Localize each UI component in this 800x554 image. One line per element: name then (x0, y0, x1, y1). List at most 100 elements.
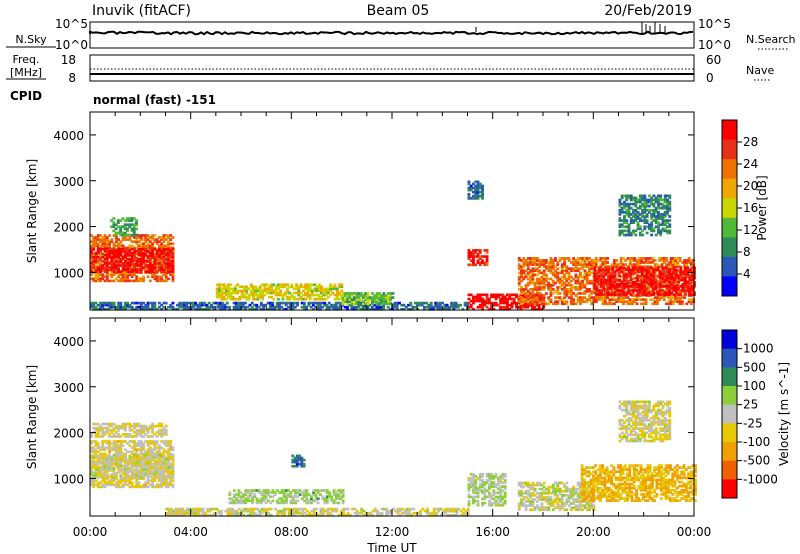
range-gate-cell (545, 275, 548, 279)
range-gate-cell (689, 302, 693, 306)
range-gate-cell (467, 293, 471, 297)
range-gate-cell (380, 302, 384, 306)
range-gate-cell (524, 263, 528, 266)
range-gate-cell (352, 305, 356, 309)
range-gate-cell (604, 289, 608, 292)
range-gate-cell (635, 259, 639, 262)
range-gate-cell (618, 285, 622, 288)
range-gate-cell (680, 302, 684, 306)
range-gate-cell (474, 249, 478, 252)
range-gate-cell (214, 301, 218, 305)
range-gate-cell (142, 476, 145, 480)
range-gate-cell (171, 242, 175, 246)
range-gate-cell (99, 452, 102, 456)
range-gate-cell (606, 282, 610, 286)
range-gate-cell (666, 204, 669, 208)
range-gate-cell (112, 270, 116, 274)
range-gate-cell (469, 263, 473, 267)
range-gate-cell (258, 285, 262, 289)
range-gate-cell (169, 234, 173, 237)
range-gate-cell (114, 457, 118, 461)
range-gate-cell (105, 238, 109, 241)
range-gate-cell (641, 196, 645, 200)
range-gate-cell (155, 453, 159, 457)
range-gate-cell (627, 206, 631, 210)
range-gate-cell (265, 291, 269, 295)
range-gate-cell (418, 303, 422, 307)
range-gate-cell (474, 186, 478, 190)
range-gate-cell (132, 229, 136, 233)
range-gate-cell (633, 294, 637, 297)
range-gate-cell (99, 454, 102, 458)
range-gate-cell (101, 252, 105, 256)
range-gate-cell (92, 242, 96, 246)
range-gate-cell (531, 259, 535, 262)
range-gate-cell (377, 307, 381, 311)
range-gate-cell (657, 206, 660, 210)
range-gate-cell (560, 265, 564, 268)
range-gate-cell (110, 301, 114, 305)
range-gate-cell (183, 511, 187, 515)
range-gate-cell (144, 457, 148, 461)
range-gate-cell (151, 450, 155, 454)
range-gate-cell (357, 294, 361, 297)
range-gate-cell (517, 257, 521, 260)
range-gate-cell (162, 461, 166, 465)
range-gate-cell (522, 290, 526, 293)
range-gate-cell (110, 249, 114, 253)
range-gate-cell (672, 268, 676, 272)
range-gate-cell (670, 291, 674, 294)
range-gate-cell (103, 270, 107, 274)
range-gate-cell (666, 213, 669, 216)
range-gate-cell (103, 234, 107, 237)
range-gate-cell (661, 198, 665, 202)
range-gate-cell (556, 277, 560, 281)
range-gate-cell (130, 485, 134, 489)
range-gate-cell (99, 307, 102, 311)
range-gate-cell (645, 268, 649, 272)
range-gate-cell (637, 298, 641, 301)
range-gate-cell (110, 266, 114, 269)
range-gate-cell (542, 283, 546, 287)
range-gate-cell (169, 457, 173, 461)
range-gate-cell (105, 483, 109, 487)
range-gate-cell (645, 225, 649, 229)
range-gate-cell (151, 264, 155, 267)
range-gate-cell (361, 305, 365, 309)
range-gate-cell (172, 513, 176, 517)
range-gate-cell (167, 260, 170, 263)
range-gate-cell (638, 204, 642, 208)
range-gate-cell (595, 280, 599, 284)
range-gate-cell (245, 285, 249, 289)
range-gate-cell (335, 291, 339, 295)
range-gate-cell (595, 278, 599, 282)
range-gate-cell (179, 511, 182, 515)
range-gate-cell (203, 303, 207, 307)
range-gate-cell (469, 303, 473, 307)
range-gate-cell (164, 459, 168, 463)
range-gate-cell (146, 474, 150, 477)
range-gate-cell (94, 461, 98, 465)
range-gate-cell (683, 278, 687, 282)
range-gate-cell (90, 472, 93, 475)
range-gate-cell (623, 194, 626, 198)
range-gate-cell (643, 276, 647, 280)
range-gate-cell (92, 238, 96, 241)
range-gate-cell (135, 233, 138, 237)
range-gate-cell (613, 270, 617, 274)
range-gate-cell (542, 265, 546, 268)
range-gate-cell (139, 303, 143, 307)
range-gate-cell (157, 422, 161, 426)
range-gate-cell (593, 287, 597, 290)
range-gate-cell (121, 262, 125, 265)
range-gate-cell (554, 257, 557, 260)
range-gate-cell (151, 453, 155, 457)
range-gate-cell (574, 275, 578, 279)
range-gate-cell (549, 285, 553, 289)
range-gate-cell (517, 301, 521, 305)
range-gate-cell (135, 264, 139, 267)
range-gate-cell (612, 298, 616, 301)
range-gate-cell (96, 303, 100, 307)
range-gate-cell (133, 440, 136, 443)
range-gate-cell (567, 290, 571, 293)
